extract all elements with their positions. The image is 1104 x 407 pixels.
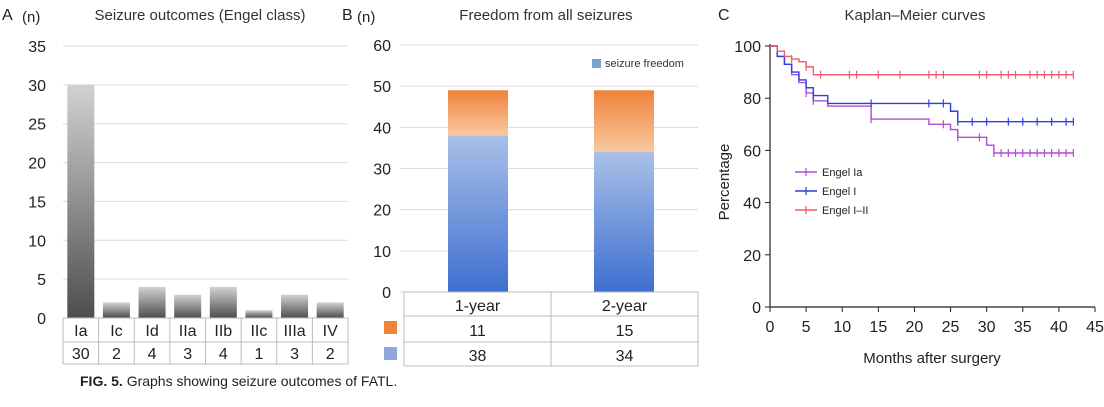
legend-label-engel-i: Engel I	[822, 186, 856, 198]
panel-b-orange-value: 11	[469, 323, 486, 340]
panel-b-ytick-label: 10	[373, 244, 391, 261]
panel-c-letter: C	[718, 7, 730, 24]
panel-c-xtick-label: 25	[942, 319, 960, 336]
panel-a-ytick-label: 35	[28, 39, 46, 56]
panel-c-xtick-label: 15	[869, 319, 887, 336]
panel-b: B (n) Freedom from all seizures 0 10 20 30 4…	[342, 7, 699, 367]
figure-caption-text: Graphs showing seizure outcomes of FATL.	[126, 373, 398, 389]
panel-a-bar-ic	[102, 302, 130, 318]
figure-caption-label: FIG. 5.	[80, 373, 123, 389]
panel-a-ylabel: (n)	[22, 9, 40, 26]
panel-a-category-label: IIIa	[283, 323, 305, 340]
panel-a-bar-iic	[245, 310, 273, 318]
panel-b-ytick-label: 20	[373, 203, 391, 220]
panel-a-letter: A	[2, 7, 13, 24]
legend-label-seizure-freedom: seizure freedom	[605, 58, 684, 70]
panel-a-category-label: IIc	[250, 323, 267, 340]
panel-b-blue-value: 38	[469, 348, 487, 365]
panel-c-xtick-label: 45	[1086, 319, 1104, 336]
panel-c-ytick-label: 20	[743, 248, 761, 265]
panel-b-bar-seizure-freedom-1-year	[448, 135, 508, 292]
panel-c-ylabel: Percentage	[716, 144, 733, 221]
panel-c-xtick-label: 10	[833, 319, 851, 336]
panel-a-bar-iv	[316, 302, 344, 318]
panel-b-ytick-label: 0	[382, 285, 391, 302]
panel-b-orange-value: 15	[616, 323, 634, 340]
legend-label-engel-i-ii: Engel I–II	[822, 205, 868, 217]
panel-c-xtick-label: 0	[766, 319, 775, 336]
panel-b-ytick-label: 60	[373, 38, 391, 55]
legend-label-engel-ia: Engel Ia	[822, 167, 863, 179]
panel-a-category-label: Id	[145, 323, 158, 340]
panel-a-bar-iia	[174, 294, 202, 318]
km-curve-engel-i	[770, 45, 1074, 123]
panel-c-title: Kaplan–Meier curves	[845, 7, 986, 24]
panel-b-row-swatch-blue	[384, 347, 397, 360]
panel-b-ytick-label: 30	[373, 162, 391, 179]
km-curve-engel-i-ii	[770, 45, 1074, 76]
panel-c-ytick-label: 80	[743, 91, 761, 108]
panel-a-ytick-label: 10	[28, 233, 46, 250]
panel-a-bar-iib	[209, 286, 237, 318]
panel-a-bar-id	[138, 286, 166, 318]
panel-a-ytick-label: 0	[37, 311, 46, 328]
panel-b-bar-seizure-freedom-2-year	[594, 152, 654, 292]
panel-a-value-label: 4	[219, 346, 228, 363]
panel-b-letter: B	[342, 7, 353, 24]
panel-b-ytick-label: 40	[373, 120, 391, 137]
panel-b-ylabel: (n)	[357, 9, 375, 26]
panel-a-value-label: 3	[183, 346, 192, 363]
panel-c-ytick-label: 0	[752, 300, 761, 317]
figure-caption: FIG. 5. Graphs showing seizure outcomes …	[80, 373, 397, 389]
panel-c-ytick-label: 60	[743, 143, 761, 160]
legend-swatch-seizure-freedom	[592, 59, 601, 68]
panel-c-xtick-label: 5	[802, 319, 811, 336]
panel-b-category-label: 2-year	[602, 298, 648, 315]
panel-c-xtick-label: 30	[978, 319, 996, 336]
panel-a-value-label: 30	[72, 346, 90, 363]
panel-c-ytick-label: 100	[734, 39, 761, 56]
panel-a-ytick-label: 5	[37, 272, 46, 289]
panel-c-xtick-label: 35	[1014, 319, 1032, 336]
panel-a-ytick-label: 20	[28, 156, 46, 173]
panel-b-ytick-label: 50	[373, 79, 391, 96]
panel-a-ytick-label: 15	[28, 194, 46, 211]
panel-a-category-label: IV	[323, 323, 338, 340]
panel-b-blue-value: 34	[616, 348, 634, 365]
panel-a-value-label: 4	[148, 346, 157, 363]
panel-a-title: Seizure outcomes (Engel class)	[95, 7, 306, 24]
panel-b-bar-orange-1-year	[448, 90, 508, 136]
panel-a-category-label: Ic	[110, 323, 122, 340]
panel-c: C Kaplan–Meier curves Percentage Months …	[716, 7, 1104, 367]
panel-a-bar-ia	[67, 84, 95, 318]
panel-c-xtick-label: 20	[906, 319, 924, 336]
panel-a-bar-iiia	[281, 294, 309, 318]
panel-c-xlabel: Months after surgery	[863, 350, 1001, 367]
panel-c-xtick-label: 40	[1050, 319, 1068, 336]
panel-b-row-swatch-orange	[384, 321, 397, 334]
panel-a-value-label: 2	[112, 346, 121, 363]
panel-a-category-label: Ia	[74, 323, 87, 340]
km-curve-engel-ia	[770, 45, 1074, 154]
panel-a-ytick-label: 30	[28, 78, 46, 95]
panel-a: A (n) Seizure outcomes (Engel class) 0 5 1…	[2, 7, 349, 365]
panel-a-value-label: 2	[326, 346, 335, 363]
panel-a-value-label: 1	[254, 346, 263, 363]
panel-a-ytick-label: 25	[28, 117, 46, 134]
panel-c-ytick-label: 40	[743, 196, 761, 213]
panel-a-category-label: IIa	[179, 323, 197, 340]
panel-a-value-label: 3	[290, 346, 299, 363]
panel-b-category-label: 1-year	[455, 298, 501, 315]
panel-b-bar-orange-2-year	[594, 90, 654, 153]
panel-b-title: Freedom from all seizures	[459, 7, 632, 24]
panel-a-category-label: IIb	[214, 323, 232, 340]
